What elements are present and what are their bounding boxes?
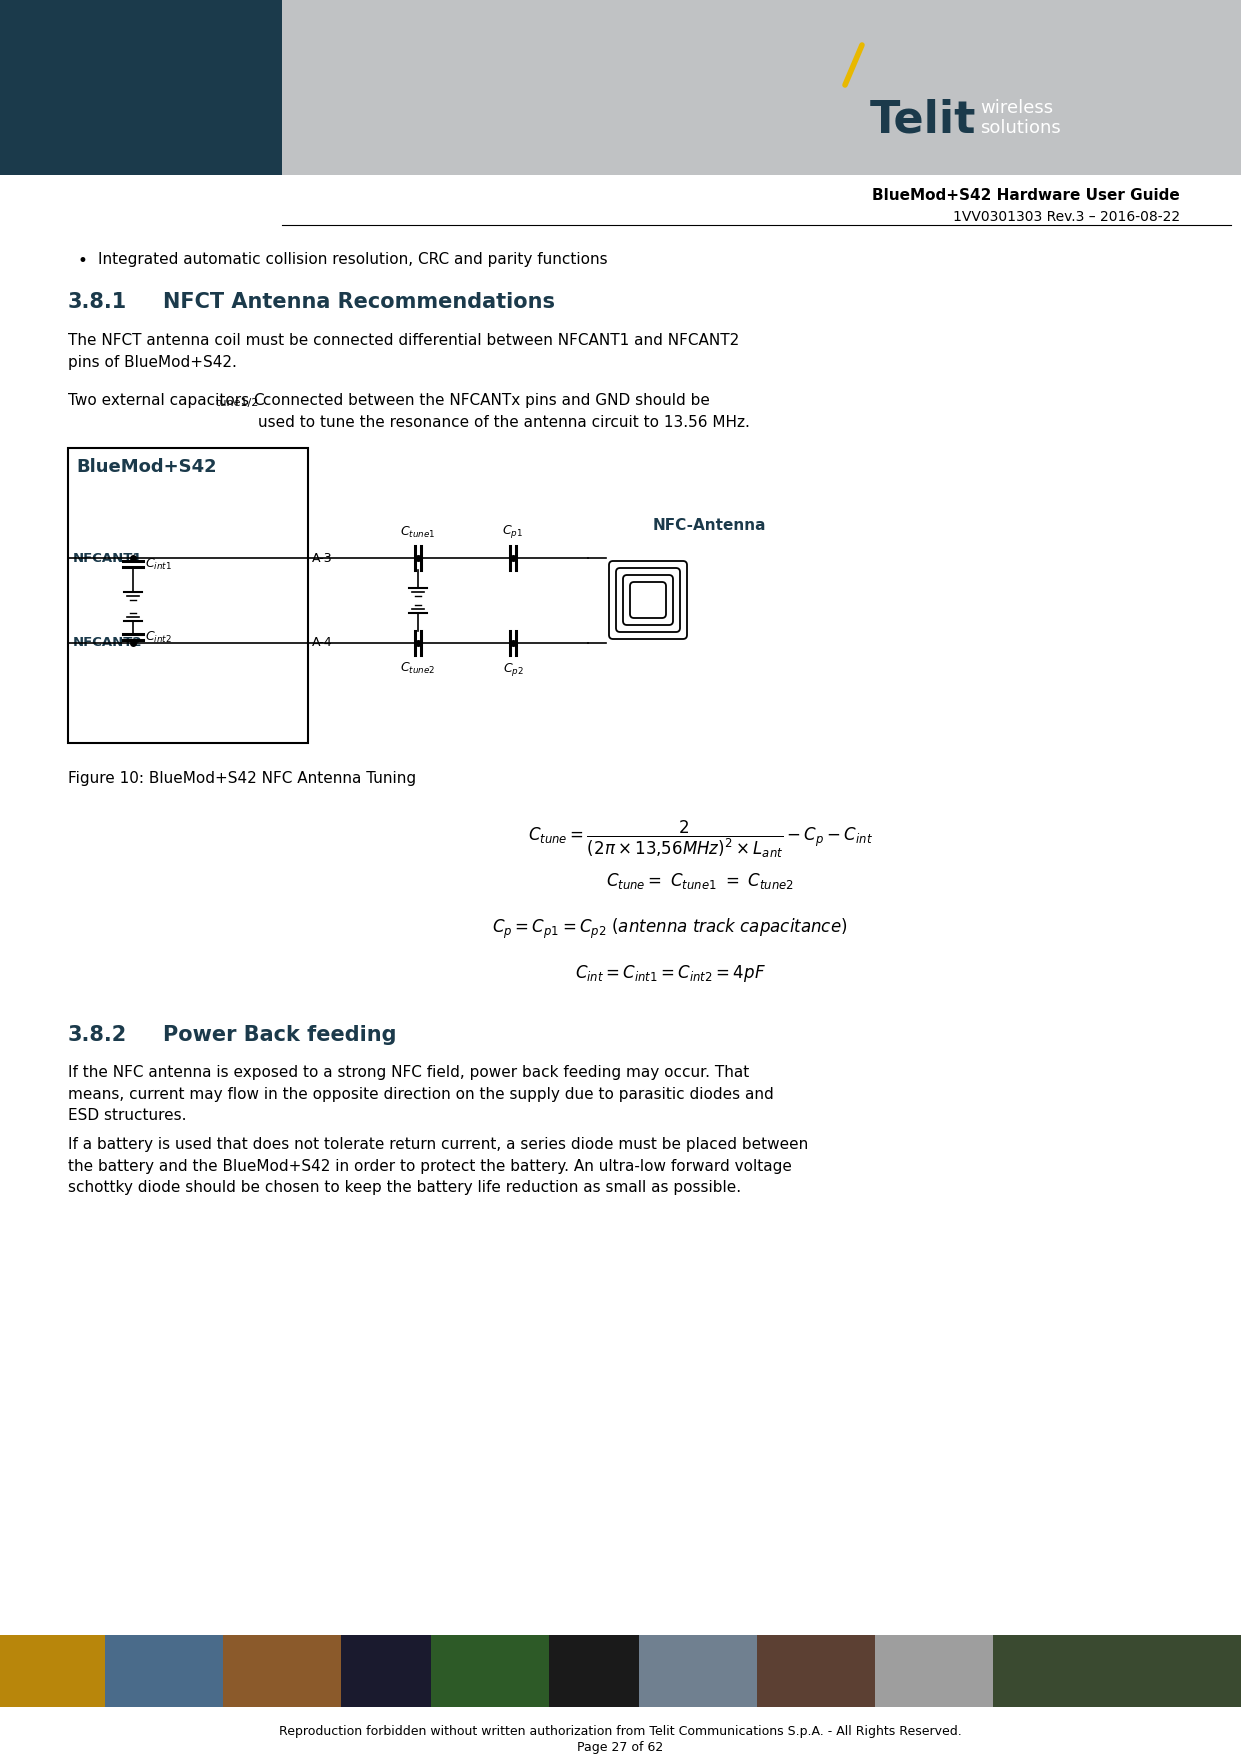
Text: $C_{tune} = \dfrac{2}{(2\pi \times 13{,}56MHz)^2 \times L_{ant}} - C_p - C_{int}: $C_{tune} = \dfrac{2}{(2\pi \times 13{,}…: [527, 819, 872, 859]
Text: BlueMod+S42 Hardware User Guide: BlueMod+S42 Hardware User Guide: [872, 188, 1180, 203]
Text: solutions: solutions: [980, 119, 1061, 137]
Text: NFCT Antenna Recommendations: NFCT Antenna Recommendations: [163, 291, 555, 312]
Text: If the NFC antenna is exposed to a strong NFC field, power back feeding may occu: If the NFC antenna is exposed to a stron…: [68, 1065, 773, 1123]
Text: $C_{int1}$: $C_{int1}$: [145, 556, 171, 572]
Text: If a battery is used that does not tolerate return current, a series diode must : If a battery is used that does not toler…: [68, 1137, 808, 1194]
Bar: [223, 1635, 341, 1707]
Text: $C_{int2}$: $C_{int2}$: [145, 630, 171, 644]
Text: $C_p = C_{p1} = C_{p2}\ (antenna\ track\ capacitance)$: $C_p = C_{p1} = C_{p2}\ (antenna\ track\…: [493, 917, 848, 942]
Bar: [68, 447, 308, 744]
Text: BlueMod+S42: BlueMod+S42: [76, 458, 217, 475]
Text: $C_{p1}$: $C_{p1}$: [503, 523, 524, 540]
Text: Reproduction forbidden without written authorization from Telit Communications S: Reproduction forbidden without written a…: [279, 1724, 962, 1738]
Bar: [431, 1635, 549, 1707]
Text: 3.8.2: 3.8.2: [68, 1024, 128, 1045]
Text: connected between the NFCANTx pins and GND should be
used to tune the resonance : connected between the NFCANTx pins and G…: [258, 393, 750, 430]
Bar: [105, 1635, 223, 1707]
Bar: [875, 1635, 993, 1707]
Text: 3.8.1: 3.8.1: [68, 291, 128, 312]
Text: The NFCT antenna coil must be connected differential between NFCANT1 and NFCANT2: The NFCT antenna coil must be connected …: [68, 333, 740, 370]
Text: $C_{tune} = \ C_{tune1} \ = \ C_{tune2}$: $C_{tune} = \ C_{tune1} \ = \ C_{tune2}$: [606, 872, 794, 891]
Text: A-3: A-3: [311, 551, 333, 565]
Text: $C_{tune2}$: $C_{tune2}$: [401, 661, 436, 675]
Text: NFCANT1: NFCANT1: [73, 551, 143, 565]
Bar: [757, 1635, 875, 1707]
Bar: [0, 1635, 105, 1707]
Bar: [993, 1635, 1241, 1707]
Text: A-4: A-4: [311, 637, 333, 649]
Bar: [341, 1635, 431, 1707]
Text: tune1/2: tune1/2: [216, 398, 259, 409]
Bar: [549, 1635, 639, 1707]
Text: NFC-Antenna: NFC-Antenna: [653, 517, 767, 533]
Bar: [282, 0, 1241, 175]
Text: Page 27 of 62: Page 27 of 62: [577, 1742, 663, 1754]
Text: Integrated automatic collision resolution, CRC and parity functions: Integrated automatic collision resolutio…: [98, 253, 608, 267]
Text: Figure 10: BlueMod+S42 NFC Antenna Tuning: Figure 10: BlueMod+S42 NFC Antenna Tunin…: [68, 772, 416, 786]
Text: •: •: [78, 253, 88, 270]
Bar: [639, 1635, 757, 1707]
Text: $C_{p2}$: $C_{p2}$: [503, 661, 524, 679]
Text: $C_{int} = C_{int1} = C_{int2} = 4pF$: $C_{int} = C_{int1} = C_{int2} = 4pF$: [575, 963, 766, 984]
Text: Power Back feeding: Power Back feeding: [163, 1024, 397, 1045]
Text: Two external capacitors C: Two external capacitors C: [68, 393, 264, 409]
Text: $C_{tune1}$: $C_{tune1}$: [401, 524, 436, 540]
Text: Telit: Telit: [870, 98, 977, 142]
Text: NFCANT2: NFCANT2: [73, 637, 143, 649]
Text: wireless: wireless: [980, 98, 1054, 118]
Text: 1VV0301303 Rev.3 – 2016-08-22: 1VV0301303 Rev.3 – 2016-08-22: [953, 210, 1180, 225]
Bar: [0, 0, 282, 175]
